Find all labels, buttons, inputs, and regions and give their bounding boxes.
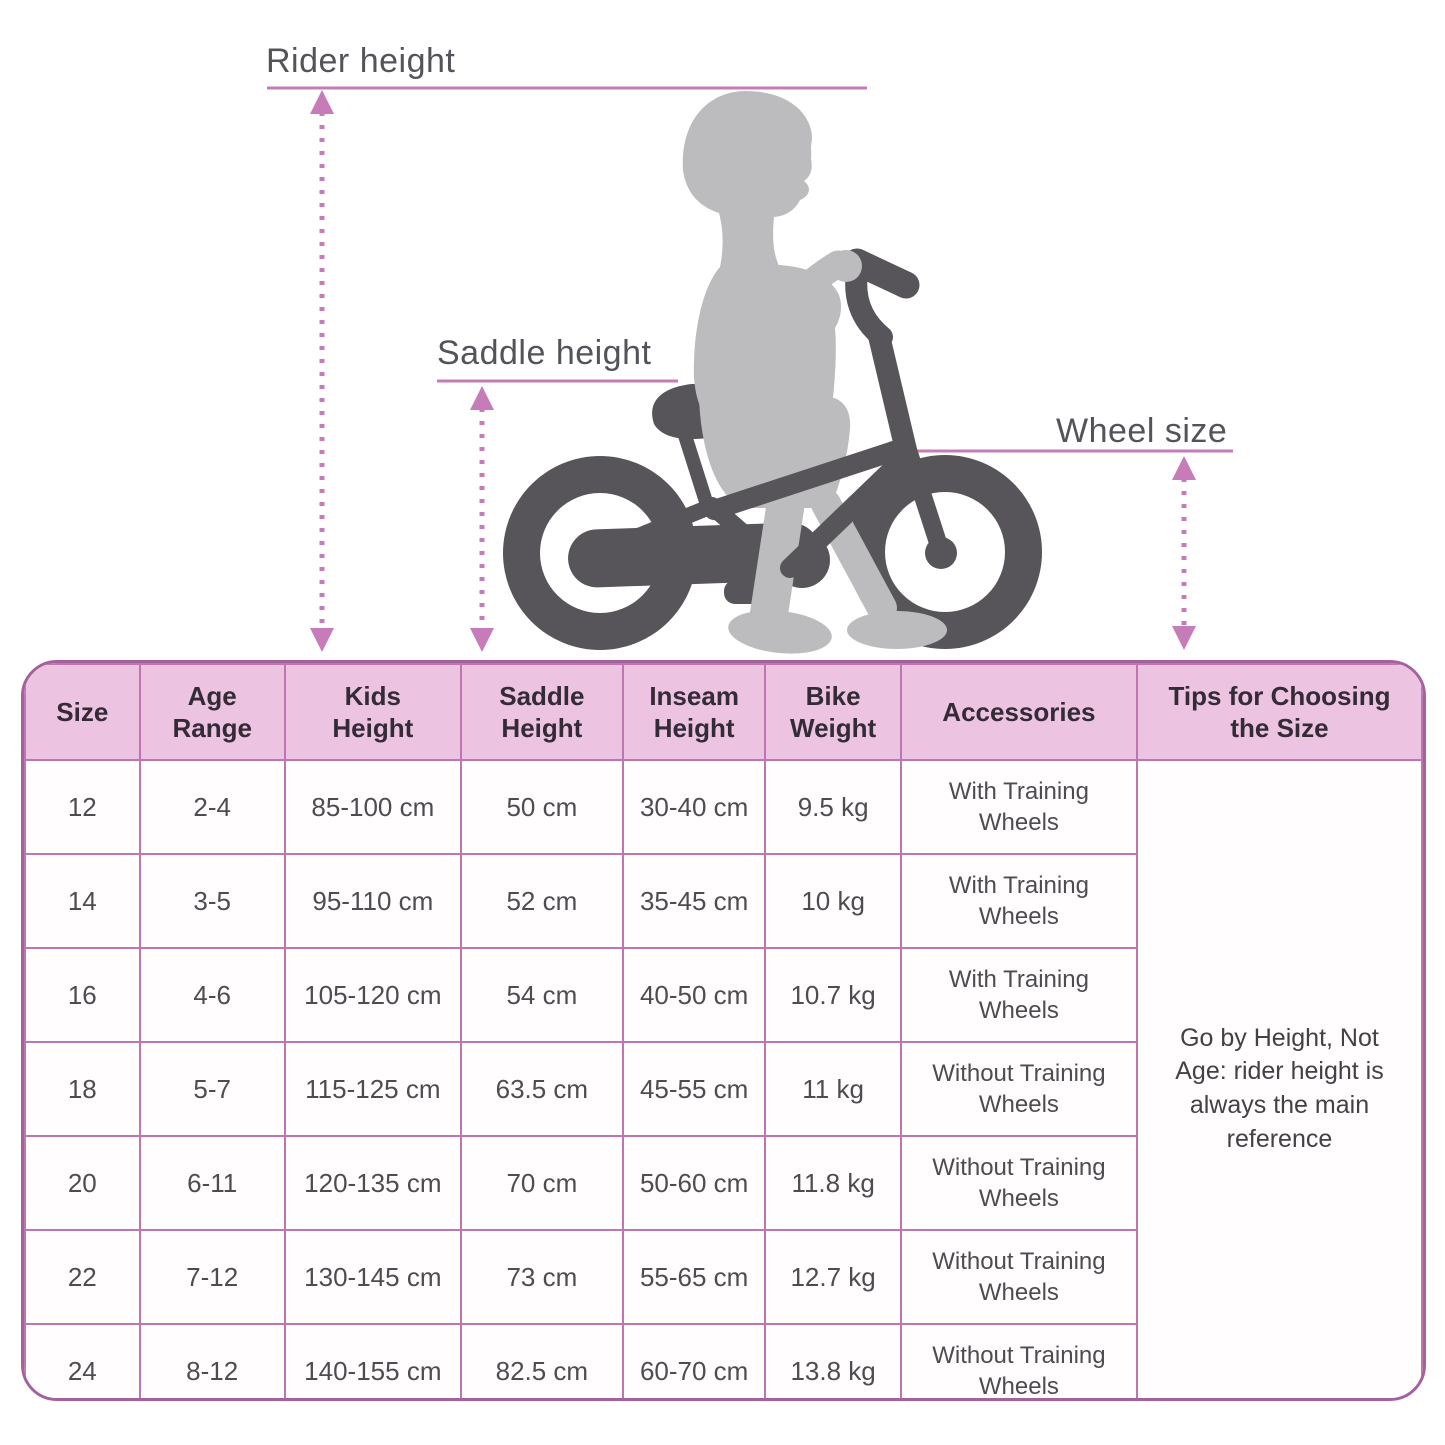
cell-inseam-height: 55-65 cm bbox=[621, 1229, 767, 1325]
child-rear-shoe bbox=[847, 611, 947, 649]
col-header-age-range: Age Range bbox=[138, 663, 286, 761]
rider-height-label: Rider height bbox=[266, 42, 456, 80]
arrow-up-icon bbox=[470, 386, 494, 410]
cell-inseam-height: 35-45 cm bbox=[621, 853, 767, 949]
arrow-down-icon bbox=[310, 628, 334, 652]
cell-saddle-height: 52 cm bbox=[459, 853, 624, 949]
cell-accessories: With Training Wheels bbox=[899, 947, 1138, 1043]
cell-kids-height: 140-155 cm bbox=[283, 1323, 462, 1398]
rider-height-measure bbox=[267, 86, 867, 652]
cell-age-range: 3-5 bbox=[138, 853, 286, 949]
table-row: 20 6-11 120-135 cm 70 cm 50-60 cm 11.8 k… bbox=[24, 1135, 1422, 1231]
col-header-inseam-height: Inseam Height bbox=[621, 663, 767, 761]
down-tube bbox=[780, 454, 908, 578]
cell-accessories: With Training Wheels bbox=[899, 759, 1138, 855]
cell-saddle-height: 63.5 cm bbox=[459, 1041, 624, 1137]
cell-bike-weight: 10.7 kg bbox=[764, 947, 902, 1043]
cell-bike-weight: 10 kg bbox=[764, 853, 902, 949]
cell-saddle-height: 70 cm bbox=[459, 1135, 624, 1231]
bike-size-illustration: Rider height Saddle height Wheel size bbox=[0, 0, 1445, 661]
fork bbox=[899, 441, 950, 561]
cell-accessories: Without Training Wheels bbox=[899, 1041, 1138, 1137]
cell-saddle-height: 50 cm bbox=[459, 759, 624, 855]
cell-bike-weight: 11.8 kg bbox=[764, 1135, 902, 1231]
cell-accessories: Without Training Wheels bbox=[899, 1323, 1138, 1398]
cell-saddle-height: 73 cm bbox=[459, 1229, 624, 1325]
cell-size: 14 bbox=[24, 853, 141, 949]
size-chart-table: Size Age Range Kids Height Saddle Height… bbox=[24, 663, 1423, 1398]
arrow-up-icon bbox=[1172, 456, 1196, 480]
col-header-tips: Tips for Choosing the Size bbox=[1135, 663, 1423, 761]
wheel-size-label: Wheel size bbox=[1056, 412, 1228, 450]
col-header-accessories: Accessories bbox=[899, 663, 1138, 761]
child-head bbox=[682, 91, 813, 276]
table-row: 16 4-6 105-120 cm 54 cm 40-50 cm 10.7 kg… bbox=[24, 947, 1422, 1043]
col-header-kids-height: Kids Height bbox=[283, 663, 462, 761]
cell-inseam-height: 50-60 cm bbox=[621, 1135, 767, 1231]
cell-size: 12 bbox=[24, 759, 141, 855]
top-tube bbox=[704, 437, 916, 520]
cell-tips: Go by Height, Not Age: rider height is a… bbox=[1135, 759, 1423, 1398]
cell-kids-height: 115-125 cm bbox=[283, 1041, 462, 1137]
cell-size: 16 bbox=[24, 947, 141, 1043]
table-row: 24 8-12 140-155 cm 82.5 cm 60-70 cm 13.8… bbox=[24, 1323, 1422, 1398]
arrow-up-icon bbox=[310, 90, 334, 114]
cell-age-range: 7-12 bbox=[138, 1229, 286, 1325]
saddle-height-label: Saddle height bbox=[437, 334, 652, 372]
cell-size: 22 bbox=[24, 1229, 141, 1325]
arrow-down-icon bbox=[470, 628, 494, 652]
cell-size: 24 bbox=[24, 1323, 141, 1398]
cell-kids-height: 105-120 cm bbox=[283, 947, 462, 1043]
cell-kids-height: 120-135 cm bbox=[283, 1135, 462, 1231]
child-front-shoe bbox=[728, 610, 832, 654]
cell-inseam-height: 45-55 cm bbox=[621, 1041, 767, 1137]
cell-bike-weight: 11 kg bbox=[764, 1041, 902, 1137]
cell-inseam-height: 60-70 cm bbox=[621, 1323, 767, 1398]
steerer-tube bbox=[868, 325, 917, 461]
child-hand bbox=[830, 250, 862, 282]
handlebar-grip bbox=[843, 248, 920, 299]
cell-kids-height: 95-110 cm bbox=[283, 853, 462, 949]
header-row: Size Age Range Kids Height Saddle Height… bbox=[24, 663, 1423, 761]
seat-post bbox=[675, 423, 715, 511]
seat-stay bbox=[596, 498, 720, 558]
cell-age-range: 4-6 bbox=[138, 947, 286, 1043]
col-header-bike-weight: Bike Weight bbox=[764, 663, 902, 761]
cell-bike-weight: 9.5 kg bbox=[764, 759, 902, 855]
cell-saddle-height: 54 cm bbox=[459, 947, 624, 1043]
bike-child-drawing bbox=[267, 86, 1233, 654]
arrow-down-icon bbox=[1172, 626, 1196, 650]
cell-accessories: Without Training Wheels bbox=[899, 1135, 1138, 1231]
col-header-saddle-height: Saddle Height bbox=[459, 663, 624, 761]
cell-age-range: 8-12 bbox=[138, 1323, 286, 1398]
table-row: 14 3-5 95-110 cm 52 cm 35-45 cm 10 kg Wi… bbox=[24, 853, 1422, 949]
wheel-size-measure bbox=[905, 449, 1233, 650]
col-header-size: Size bbox=[24, 663, 141, 761]
cell-accessories: With Training Wheels bbox=[899, 853, 1138, 949]
cell-age-range: 6-11 bbox=[138, 1135, 286, 1231]
cell-size: 18 bbox=[24, 1041, 141, 1137]
cell-inseam-height: 30-40 cm bbox=[621, 759, 767, 855]
cell-kids-height: 85-100 cm bbox=[283, 759, 462, 855]
cell-kids-height: 130-145 cm bbox=[283, 1229, 462, 1325]
bike-frame bbox=[704, 248, 950, 578]
child-silhouette bbox=[682, 91, 947, 654]
table-row: 22 7-12 130-145 cm 73 cm 55-65 cm 12.7 k… bbox=[24, 1229, 1422, 1325]
cell-bike-weight: 13.8 kg bbox=[764, 1323, 902, 1398]
cell-accessories: Without Training Wheels bbox=[899, 1229, 1138, 1325]
size-chart: Size Age Range Kids Height Saddle Height… bbox=[21, 660, 1426, 1401]
cell-age-range: 2-4 bbox=[138, 759, 286, 855]
cell-age-range: 5-7 bbox=[138, 1041, 286, 1137]
table-row: 18 5-7 115-125 cm 63.5 cm 45-55 cm 11 kg… bbox=[24, 1041, 1422, 1137]
child-front-leg bbox=[749, 483, 805, 639]
cell-inseam-height: 40-50 cm bbox=[621, 947, 767, 1043]
cell-saddle-height: 82.5 cm bbox=[459, 1323, 624, 1398]
table-row: 12 2-4 85-100 cm 50 cm 30-40 cm 9.5 kg W… bbox=[24, 759, 1423, 1398]
cell-size: 20 bbox=[24, 1135, 141, 1231]
saddle-height-measure bbox=[437, 379, 678, 652]
cell-bike-weight: 12.7 kg bbox=[764, 1229, 902, 1325]
